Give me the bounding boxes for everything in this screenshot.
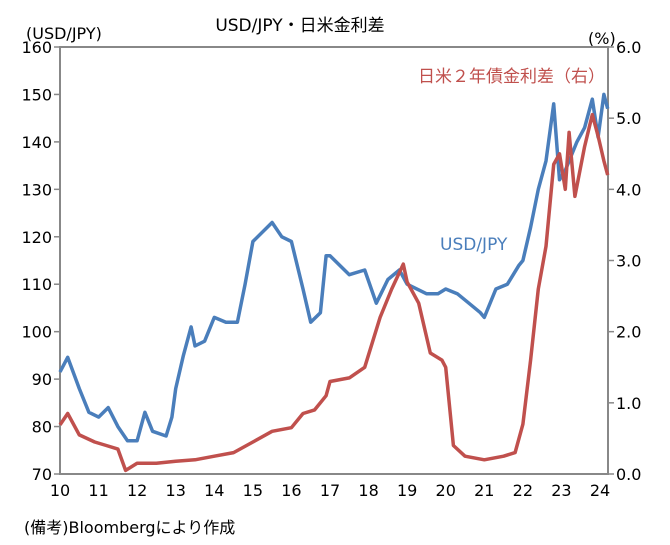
x-tick-label: 23: [551, 481, 571, 500]
left-tick-label: 70: [32, 465, 52, 484]
x-tick-label: 14: [204, 481, 224, 500]
usdjpy-series-label: USD/JPY: [440, 235, 508, 255]
x-tick-label: 22: [513, 481, 533, 500]
usdjpy-line: [58, 92, 610, 443]
left-tick-label: 160: [21, 38, 52, 57]
x-tick-label: 18: [358, 481, 378, 500]
x-tick-label: 13: [166, 481, 186, 500]
spread-line: [58, 112, 610, 473]
right-tick-label: 6.0: [616, 38, 641, 57]
x-tick-label: 15: [243, 481, 263, 500]
x-tick-label: 19: [397, 481, 417, 500]
left-tick-label: 110: [21, 275, 52, 294]
left-tick-label: 140: [21, 133, 52, 152]
left-tick-label: 120: [21, 228, 52, 247]
left-tick-label: 80: [32, 418, 52, 437]
x-tick-label: 11: [88, 481, 108, 500]
x-tick-label: 16: [281, 481, 301, 500]
right-axis-label: (%): [588, 29, 616, 48]
left-tick-label: 90: [32, 370, 52, 389]
x-tick-label: 12: [127, 481, 147, 500]
spread-series-label: 日米２年債金利差（右）: [418, 67, 605, 87]
x-tick-label: 10: [50, 481, 70, 500]
right-tick-label: 1.0: [616, 394, 641, 413]
left-axis-label: (USD/JPY): [26, 24, 102, 43]
right-tick-label: 2.0: [616, 323, 641, 342]
x-tick-label: 21: [474, 481, 494, 500]
x-tick-label: 20: [436, 481, 456, 500]
right-tick-label: 4.0: [616, 180, 641, 199]
left-tick-label: 150: [21, 85, 52, 104]
left-tick-label: 130: [21, 180, 52, 199]
right-tick-label: 3.0: [616, 252, 641, 271]
x-tick-label: 24: [590, 481, 610, 500]
left-tick-label: 100: [21, 323, 52, 342]
chart-title: USD/JPY・日米金利差: [215, 16, 384, 36]
x-tick-label: 17: [320, 481, 340, 500]
right-tick-label: 5.0: [616, 109, 641, 128]
source-note: (備考)Bloombergにより作成: [24, 518, 235, 537]
right-tick-label: 0.0: [616, 465, 641, 484]
